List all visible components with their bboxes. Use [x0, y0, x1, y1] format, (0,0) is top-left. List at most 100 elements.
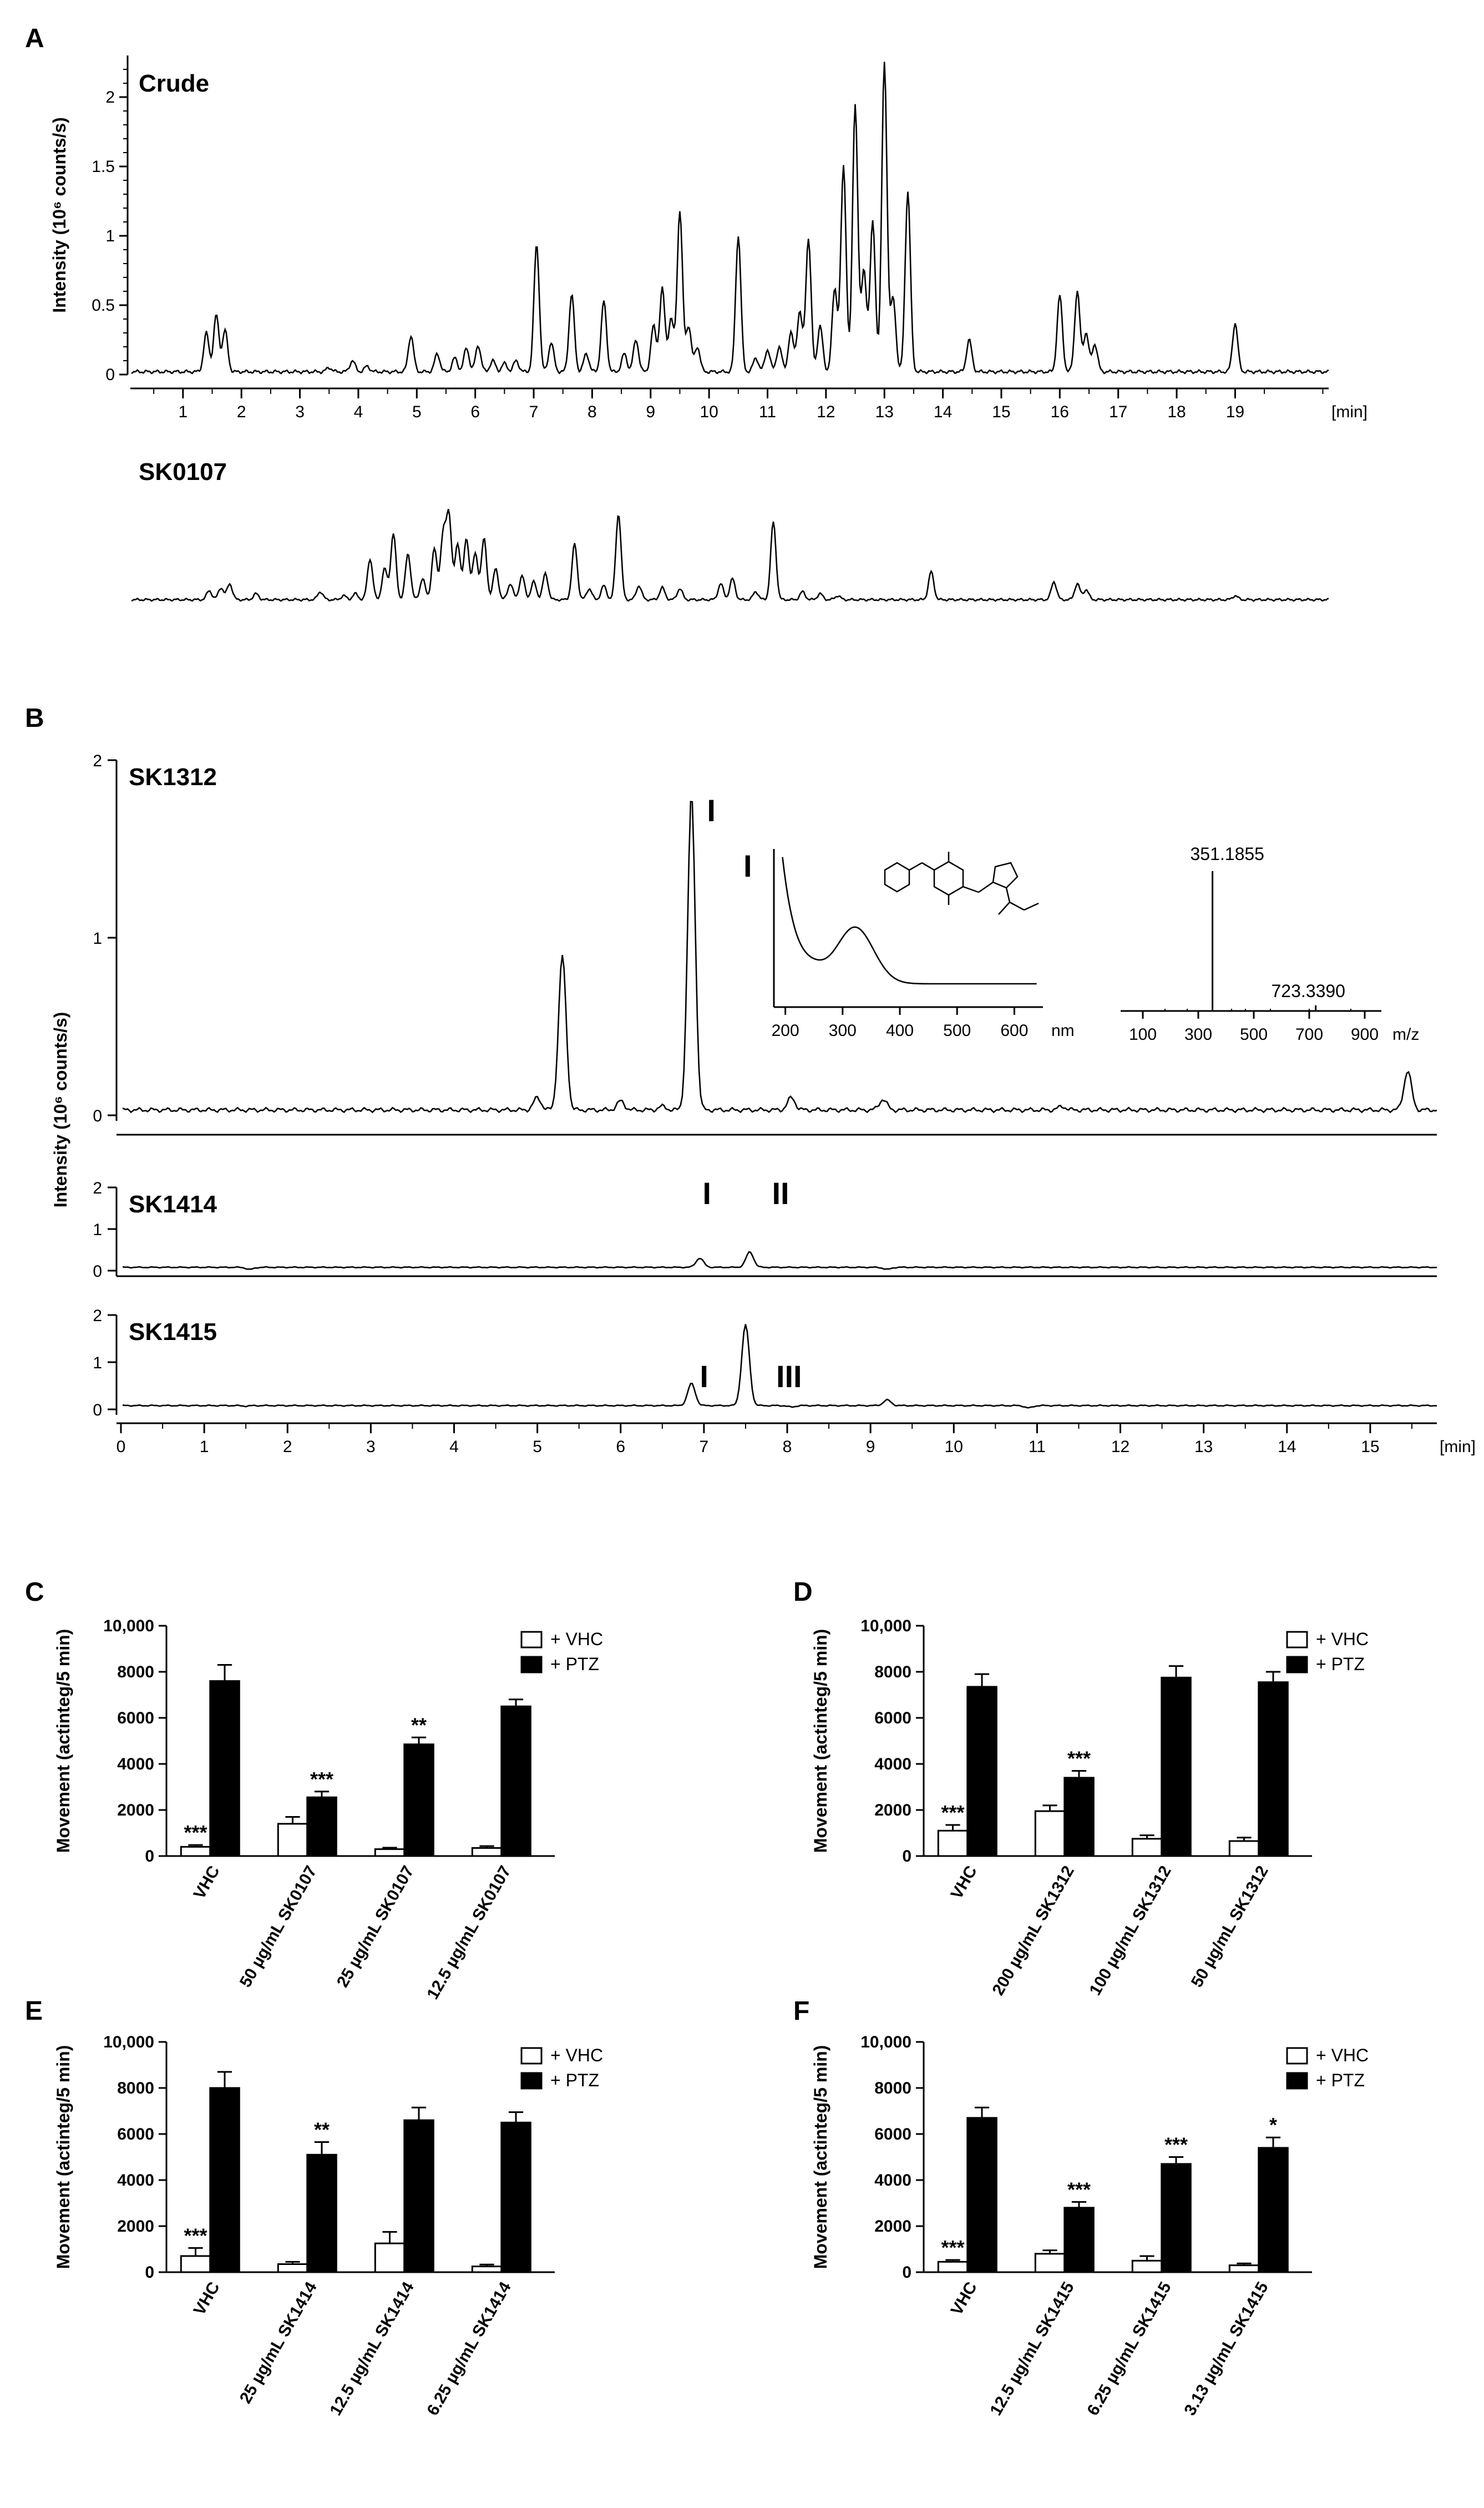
bar-vhc [1131, 1838, 1163, 1857]
significance-marker: * [1269, 2113, 1277, 2136]
x-tick-label: 14 [934, 403, 952, 421]
x-tick-label: 19 [1226, 403, 1244, 421]
x-axis-unit: [min] [1440, 1438, 1476, 1456]
trace-sk0107 [131, 509, 1329, 602]
y-tick-label: 0 [145, 2263, 154, 2282]
y-tick-label: 6000 [117, 1709, 154, 1727]
y-tick-label: 1 [93, 929, 102, 948]
y-tick-label: 10,000 [103, 2033, 154, 2051]
x-tick-label: 14 [1278, 1438, 1296, 1456]
y-tick-label: 4000 [117, 1755, 154, 1773]
significance-marker: *** [1164, 2133, 1188, 2156]
legend-label: + PTZ [550, 2070, 599, 2090]
x-tick-label: 0 [117, 1438, 126, 1456]
panel-d: D 0 2000 4000 6000 8000 10,000 Movement (actint… [793, 1577, 1369, 1999]
legend-swatch [1286, 1631, 1308, 1649]
trace-label: SK1415 [129, 1318, 217, 1346]
panel-label: C [25, 1577, 44, 1607]
bar-ptz [966, 1686, 997, 1857]
y-tick-label: 0.5 [92, 296, 115, 315]
peak-label: II [772, 1176, 789, 1211]
legend-label: + PTZ [550, 1654, 599, 1674]
y-tick-label: 4000 [874, 2171, 911, 2190]
panel-label: F [793, 1996, 809, 2026]
x-tick-label: 15 [992, 403, 1010, 421]
x-tick-label: 10 [700, 403, 718, 421]
y-tick-label: 1 [105, 227, 115, 245]
x-category-label: VHC [948, 2279, 981, 2318]
x-axis-unit: [min] [1331, 403, 1367, 421]
bar-ptz [500, 2121, 531, 2273]
x-tick-label: 13 [875, 403, 894, 421]
y-tick-label: 0 [93, 1262, 102, 1281]
uv-x-tick-label: 300 [829, 1022, 857, 1040]
uv-x-unit: nm [1051, 1022, 1075, 1040]
ms-peak-label: 723.3390 [1272, 981, 1345, 1001]
y-tick-label: 2 [105, 88, 115, 107]
legend-swatch [1286, 1656, 1308, 1673]
x-category-label: VHC [948, 1863, 981, 1902]
y-tick-label: 2000 [874, 2217, 911, 2236]
chemical-structure-image [884, 852, 1039, 915]
bar-ptz [1161, 2163, 1192, 2273]
bar-ptz [306, 1796, 337, 1857]
uv-inset-label: I [743, 848, 752, 883]
trace-label: Crude [139, 70, 209, 97]
y-tick-label: 10,000 [860, 1617, 911, 1635]
uv-x-tick-label: 200 [772, 1022, 799, 1040]
legend-swatch [520, 2072, 543, 2090]
x-tick-label: 7 [529, 403, 539, 421]
significance-marker: *** [184, 1821, 207, 1844]
ms-x-tick-label: 700 [1295, 1025, 1323, 1044]
x-category-label: 12.5 µg/mL SK1415 [986, 2279, 1078, 2419]
panel-e: E 0 2000 4000 6000 8000 10,000 Movement (actint… [25, 1996, 603, 2419]
x-category-label: 25 µg/mL SK0107 [333, 1863, 418, 1990]
x-tick-label: 5 [412, 403, 422, 421]
x-tick-label: 9 [646, 403, 655, 421]
chromatogram-line [131, 62, 1329, 375]
y-tick-label: 8000 [117, 1663, 154, 1681]
x-tick-label: 5 [533, 1438, 542, 1456]
significance-marker: *** [184, 2224, 207, 2247]
panel-label: E [25, 1996, 43, 2026]
bar-vhc [277, 1823, 308, 1857]
chromatogram-line [122, 801, 1437, 1114]
x-category-label: VHC [190, 2279, 224, 2318]
y-tick-label: 1.5 [92, 158, 115, 176]
ms-x-unit: m/z [1392, 1025, 1419, 1044]
legend-label: + VHC [1316, 2045, 1369, 2065]
ms-x-tick-label: 300 [1184, 1025, 1212, 1044]
legend-label: + PTZ [1316, 1654, 1365, 1674]
legend-swatch [1286, 2072, 1308, 2090]
significance-marker: *** [941, 1801, 964, 1824]
x-tick-label: 4 [449, 1438, 459, 1456]
y-tick-label: 2000 [117, 2217, 154, 2236]
significance-marker: *** [1067, 1747, 1091, 1769]
chromatogram-line [131, 509, 1329, 602]
legend-label: + PTZ [1316, 2070, 1365, 2090]
legend-swatch [520, 2047, 543, 2065]
mass-spectrum-inset: 100 300 500 700 900 m/z 351.1855 723.3390 [1121, 844, 1419, 1044]
x-category-label: VHC [190, 1863, 224, 1902]
legend-swatch [1286, 2047, 1308, 2065]
bar-ptz [1063, 1777, 1095, 1857]
y-axis-label: Movement (actinteg/5 min) [53, 2045, 73, 2269]
y-tick-label: 2000 [117, 1801, 154, 1819]
trace-label: SK1312 [129, 763, 217, 791]
x-tick-label: 4 [354, 403, 363, 421]
peak-label: I [702, 1176, 711, 1211]
x-category-label: 200 µg/mL SK1312 [989, 1863, 1077, 1999]
x-tick-label: 8 [783, 1438, 792, 1456]
bar-vhc [180, 1845, 211, 1857]
ms-x-tick-label: 900 [1351, 1025, 1379, 1044]
y-tick-label: 4000 [874, 1755, 911, 1773]
x-category-label: 12.5 µg/mL SK0107 [423, 1863, 515, 2003]
y-axis-label: Movement (actinteg/5 min) [811, 2045, 830, 2269]
bar-ptz [209, 2087, 240, 2273]
y-axis-label: Movement (actinteg/5 min) [811, 1629, 830, 1853]
y-tick-label: 8000 [874, 2079, 911, 2097]
panel-label: D [793, 1577, 813, 1607]
ms-peak-label: 351.1855 [1191, 844, 1264, 864]
x-tick-label: 13 [1194, 1438, 1213, 1456]
